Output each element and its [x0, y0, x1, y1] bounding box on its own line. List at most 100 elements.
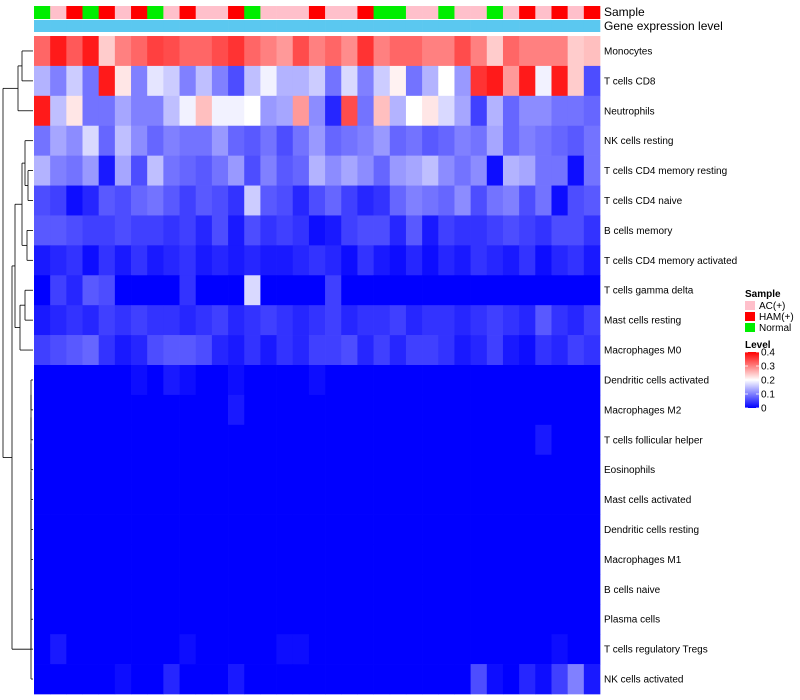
heatmap-cell	[195, 275, 213, 306]
heatmap-cell	[357, 65, 374, 97]
heatmap-cell	[260, 215, 277, 246]
heatmap-cell	[82, 424, 100, 456]
heatmap-cell	[567, 454, 585, 485]
heatmap-cell	[325, 36, 342, 67]
heatmap-cell	[260, 95, 277, 127]
legend-swatch	[745, 301, 755, 310]
heatmap-cell	[131, 574, 148, 605]
heatmap-cell	[50, 574, 67, 605]
heatmap-cell	[131, 634, 148, 665]
heatmap-cell	[583, 365, 601, 396]
heatmap-cell	[357, 335, 374, 366]
heatmap-cell	[567, 275, 585, 306]
heatmap-cell	[470, 65, 488, 97]
heatmap-cell	[422, 454, 439, 485]
heatmap-cell	[195, 125, 213, 156]
heatmap-cell	[357, 604, 374, 635]
heatmap-cell	[389, 36, 407, 67]
heatmap-cell	[292, 544, 310, 575]
heatmap-cell	[551, 634, 569, 665]
heatmap-cell	[405, 544, 423, 575]
heatmap-cell	[583, 574, 601, 605]
heatmap-cell	[583, 245, 601, 276]
row-label: Macrophages M0	[604, 346, 682, 357]
heatmap-cell	[131, 125, 148, 156]
heatmap-cell	[50, 215, 67, 246]
heatmap-cell	[373, 454, 391, 485]
heatmap-cell	[470, 185, 488, 216]
heatmap-cell	[211, 574, 229, 605]
heatmap-cell	[179, 484, 197, 515]
heatmap-cell	[470, 215, 488, 246]
heatmap-cell	[34, 634, 51, 665]
heatmap-cell	[66, 574, 83, 605]
heatmap-cell	[454, 245, 471, 276]
heatmap-cell	[486, 155, 504, 186]
heatmap-cell	[131, 394, 148, 426]
heatmap-cell	[422, 604, 439, 635]
heatmap-cell	[163, 514, 180, 545]
heatmap-cell	[438, 36, 455, 67]
heatmap-cell	[260, 185, 277, 216]
heatmap-cell	[66, 275, 83, 306]
heatmap-cell	[405, 664, 423, 695]
heatmap-cell	[50, 95, 67, 127]
heatmap-cell	[519, 335, 536, 366]
heatmap-cell	[195, 424, 213, 456]
legend-tick-label: 0.4	[761, 348, 775, 359]
heatmap-cell	[163, 604, 180, 635]
heatmap-cell	[179, 664, 197, 695]
heatmap-cell	[373, 394, 391, 426]
heatmap-cell	[470, 305, 488, 336]
heatmap-cell	[195, 484, 213, 515]
heatmap-cell	[147, 95, 164, 127]
heatmap-cell	[276, 305, 294, 336]
heatmap-cell	[373, 275, 391, 306]
heatmap-cell	[147, 365, 164, 396]
heatmap-cell	[292, 604, 310, 635]
heatmap-cell	[389, 664, 407, 695]
heatmap-cell	[276, 335, 294, 366]
heatmap-cell	[131, 155, 148, 186]
heatmap-cell	[147, 215, 164, 246]
heatmap-cell	[535, 125, 552, 156]
heatmap-cell	[260, 454, 277, 485]
row-label: B cells naive	[604, 585, 661, 596]
heatmap-cell	[422, 215, 439, 246]
heatmap-cell	[519, 424, 536, 456]
heatmap-cell	[195, 574, 213, 605]
heatmap-cell	[422, 394, 439, 426]
heatmap-cell	[454, 335, 471, 366]
heatmap-cell	[82, 185, 100, 216]
heatmap-cell	[551, 604, 569, 635]
heatmap-cell	[82, 155, 100, 186]
expression-annotation-cell	[454, 20, 471, 32]
heatmap-cell	[583, 95, 601, 127]
heatmap-cell	[114, 65, 132, 97]
heatmap-cell	[114, 335, 132, 366]
heatmap-cell	[244, 155, 261, 186]
heatmap-cell	[341, 394, 358, 426]
heatmap-cell	[341, 514, 358, 545]
heatmap-cell	[405, 484, 423, 515]
heatmap-cell	[211, 394, 229, 426]
heatmap-cell	[211, 95, 229, 127]
row-label: B cells memory	[604, 226, 672, 237]
heatmap-cell	[389, 424, 407, 456]
heatmap-cell	[292, 305, 310, 336]
heatmap-cell	[308, 514, 326, 545]
heatmap-cell	[454, 275, 471, 306]
heatmap-cell	[422, 514, 439, 545]
heatmap-cell	[357, 484, 374, 515]
heatmap-cell	[389, 604, 407, 635]
heatmap-cell	[357, 185, 374, 216]
heatmap-cell	[583, 544, 601, 575]
heatmap-cell	[325, 95, 342, 127]
heatmap-cell	[50, 484, 67, 515]
heatmap-cell	[519, 454, 536, 485]
heatmap-cell	[583, 394, 601, 426]
heatmap-cell	[228, 185, 245, 216]
heatmap-cell	[551, 544, 569, 575]
heatmap-cell	[147, 305, 164, 336]
